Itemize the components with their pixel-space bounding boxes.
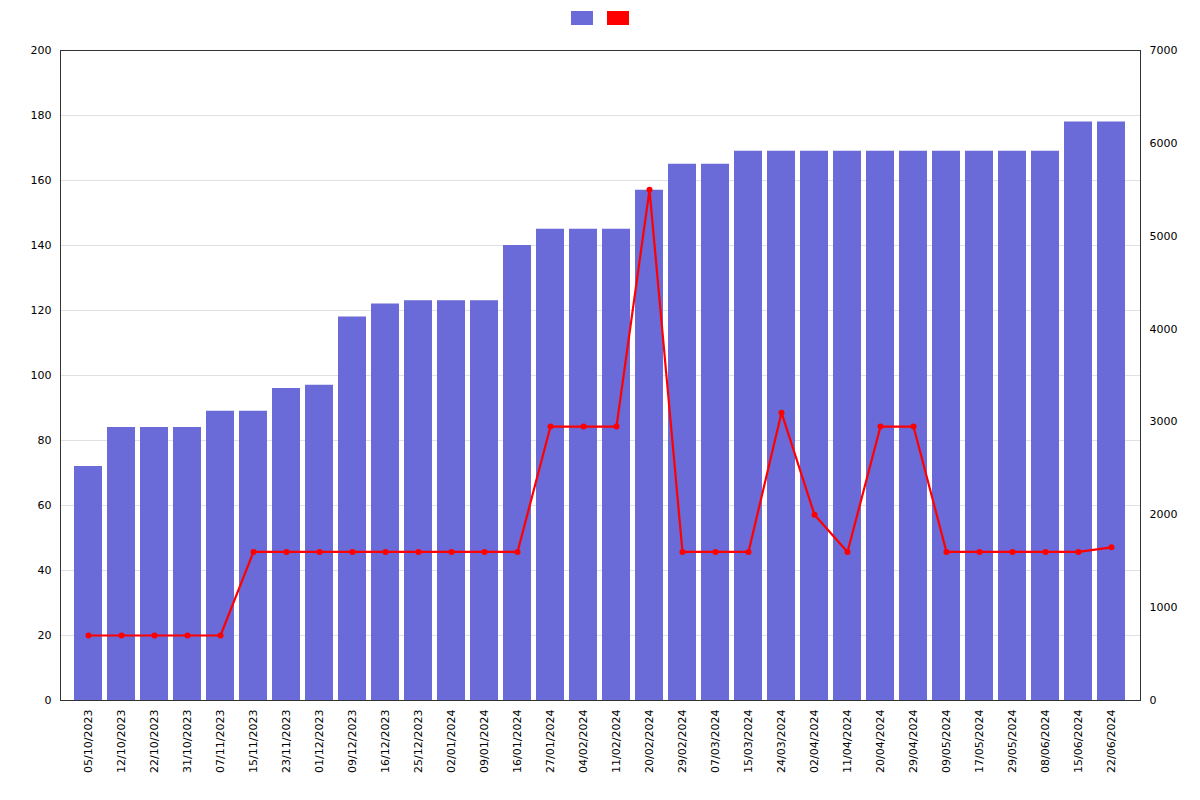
- svg-text:01/12/2023: 01/12/2023: [313, 710, 326, 773]
- svg-text:04/02/2024: 04/02/2024: [577, 710, 590, 773]
- svg-text:5000: 5000: [1150, 230, 1178, 243]
- svg-text:7000: 7000: [1150, 44, 1178, 57]
- svg-text:140: 140: [31, 239, 52, 252]
- svg-text:20/02/2024: 20/02/2024: [643, 710, 656, 773]
- svg-text:20/04/2024: 20/04/2024: [874, 710, 887, 773]
- svg-text:60: 60: [38, 499, 52, 512]
- svg-text:12/10/2023: 12/10/2023: [115, 710, 128, 773]
- svg-text:17/05/2024: 17/05/2024: [973, 710, 986, 773]
- svg-text:09/05/2024: 09/05/2024: [940, 710, 953, 773]
- svg-text:29/02/2024: 29/02/2024: [676, 710, 689, 773]
- svg-text:40: 40: [38, 564, 52, 577]
- svg-text:160: 160: [31, 174, 52, 187]
- svg-text:0: 0: [1150, 694, 1157, 707]
- svg-text:15/03/2024: 15/03/2024: [742, 710, 755, 773]
- svg-text:120: 120: [31, 304, 52, 317]
- svg-text:07/11/2023: 07/11/2023: [214, 710, 227, 773]
- svg-text:11/04/2024: 11/04/2024: [841, 710, 854, 773]
- svg-text:27/01/2024: 27/01/2024: [544, 710, 557, 773]
- svg-text:22/10/2023: 22/10/2023: [148, 710, 161, 773]
- svg-text:25/12/2023: 25/12/2023: [412, 710, 425, 773]
- svg-text:6000: 6000: [1150, 137, 1178, 150]
- svg-text:20: 20: [38, 629, 52, 642]
- svg-text:08/06/2024: 08/06/2024: [1039, 710, 1052, 773]
- svg-text:09/01/2024: 09/01/2024: [478, 710, 491, 773]
- svg-text:180: 180: [31, 109, 52, 122]
- svg-text:15/11/2023: 15/11/2023: [247, 710, 260, 773]
- svg-text:02/04/2024: 02/04/2024: [808, 710, 821, 773]
- svg-text:15/06/2024: 15/06/2024: [1072, 710, 1085, 773]
- svg-text:31/10/2023: 31/10/2023: [181, 710, 194, 773]
- svg-text:1000: 1000: [1150, 601, 1178, 614]
- svg-text:07/03/2024: 07/03/2024: [709, 710, 722, 773]
- svg-text:2000: 2000: [1150, 508, 1178, 521]
- svg-text:80: 80: [38, 434, 52, 447]
- svg-text:09/12/2023: 09/12/2023: [346, 710, 359, 773]
- svg-text:23/11/2023: 23/11/2023: [280, 710, 293, 773]
- svg-text:29/04/2024: 29/04/2024: [907, 710, 920, 773]
- svg-text:22/06/2024: 22/06/2024: [1105, 710, 1118, 773]
- svg-text:100: 100: [31, 369, 52, 382]
- svg-text:3000: 3000: [1150, 415, 1178, 428]
- svg-text:29/05/2024: 29/05/2024: [1006, 710, 1019, 773]
- svg-text:200: 200: [31, 44, 52, 57]
- svg-text:4000: 4000: [1150, 323, 1178, 336]
- svg-text:05/10/2023: 05/10/2023: [82, 710, 95, 773]
- svg-text:11/02/2024: 11/02/2024: [610, 710, 623, 773]
- svg-text:16/01/2024: 16/01/2024: [511, 710, 524, 773]
- svg-text:24/03/2024: 24/03/2024: [775, 710, 788, 773]
- svg-text:02/01/2024: 02/01/2024: [445, 710, 458, 773]
- svg-text:16/12/2023: 16/12/2023: [379, 710, 392, 773]
- svg-text:0: 0: [45, 694, 52, 707]
